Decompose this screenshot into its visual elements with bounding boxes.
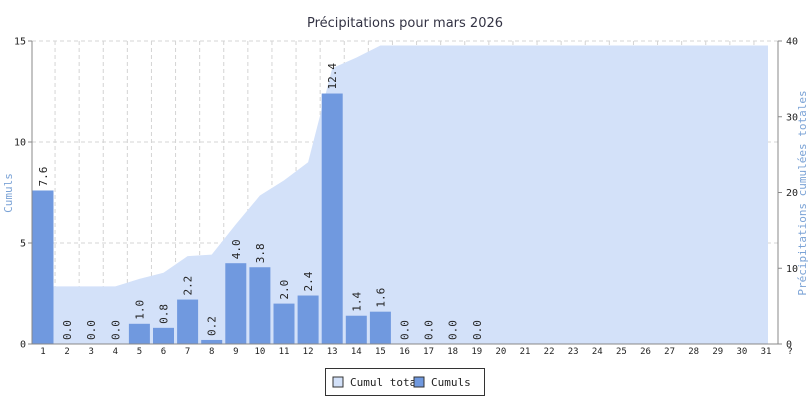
chart-title: Précipitations pour mars 2026 bbox=[307, 16, 503, 31]
x-tick-label: 17 bbox=[423, 347, 434, 357]
x-tick-label: ? bbox=[787, 347, 792, 357]
legend-label: Cumuls bbox=[431, 376, 471, 389]
x-tick-label: 10 bbox=[254, 347, 265, 357]
cumulative-area bbox=[32, 45, 768, 345]
y-tick-label: 15 bbox=[14, 37, 26, 48]
y2-tick-label: 0 bbox=[786, 340, 792, 351]
x-tick-label: 26 bbox=[640, 347, 651, 357]
value-label: 7.6 bbox=[37, 167, 50, 187]
bar bbox=[201, 339, 223, 344]
x-tick-label: 27 bbox=[664, 347, 675, 357]
value-label: 1.6 bbox=[374, 288, 387, 308]
y2-tick-label: 40 bbox=[786, 37, 798, 48]
x-tick-label: 5 bbox=[137, 347, 142, 357]
value-label: 2.4 bbox=[302, 271, 315, 291]
bar bbox=[249, 267, 271, 344]
x-tick-label: 6 bbox=[161, 347, 166, 357]
bar bbox=[225, 263, 247, 344]
value-label: 1.0 bbox=[133, 300, 146, 320]
x-tick-label: 30 bbox=[736, 347, 747, 357]
x-tick-label: 25 bbox=[616, 347, 627, 357]
x-tick-label: 13 bbox=[327, 347, 338, 357]
x-tick-label: 12 bbox=[303, 347, 314, 357]
legend-swatch bbox=[332, 376, 344, 388]
bar bbox=[153, 327, 174, 344]
value-label: 4.0 bbox=[230, 239, 243, 259]
y-axis-label: Cumuls bbox=[2, 173, 15, 213]
x-tick-label: 1 bbox=[40, 347, 45, 357]
value-label: 0.0 bbox=[471, 320, 484, 340]
x-tick-label: 7 bbox=[185, 347, 190, 357]
x-tick-label: 8 bbox=[209, 347, 214, 357]
value-label: 0.2 bbox=[206, 316, 219, 336]
x-tick-label: 18 bbox=[447, 347, 458, 357]
value-label: 0.0 bbox=[447, 320, 460, 340]
x-tick-label: 4 bbox=[113, 347, 118, 357]
x-tick-label: 9 bbox=[233, 347, 238, 357]
bar bbox=[273, 303, 295, 344]
bar bbox=[177, 299, 199, 344]
value-label: 0.0 bbox=[85, 320, 98, 340]
x-tick-label: 22 bbox=[544, 347, 555, 357]
y2-tick-label: 10 bbox=[786, 264, 798, 275]
x-tick-label: 16 bbox=[399, 347, 410, 357]
bar bbox=[321, 93, 343, 345]
x-tick-label: 11 bbox=[279, 347, 290, 357]
value-label: 2.2 bbox=[182, 276, 195, 296]
bar bbox=[297, 295, 319, 344]
value-label: 12.4 bbox=[326, 63, 339, 90]
x-tick-label: 23 bbox=[568, 347, 579, 357]
x-tick-label: 21 bbox=[520, 347, 531, 357]
x-tick-label: 19 bbox=[471, 347, 482, 357]
x-tick-label: 24 bbox=[592, 347, 603, 357]
x-tick-label: 3 bbox=[88, 347, 93, 357]
bar bbox=[32, 190, 54, 344]
x-tick-label: 15 bbox=[375, 347, 386, 357]
value-label: 0.0 bbox=[109, 320, 122, 340]
value-label: 1.4 bbox=[350, 291, 363, 311]
legend-swatch bbox=[413, 376, 425, 388]
legend-label: Cumul total bbox=[350, 376, 423, 389]
y-tick-label: 5 bbox=[20, 239, 26, 250]
x-tick-label: 14 bbox=[351, 347, 362, 357]
y2-tick-label: 20 bbox=[786, 188, 798, 199]
value-label: 3.8 bbox=[254, 243, 267, 263]
y2-axis-label: Précipitations cumulées totales bbox=[796, 90, 809, 295]
value-label: 2.0 bbox=[278, 280, 291, 300]
y-tick-label: 10 bbox=[14, 138, 26, 149]
y-tick-label: 0 bbox=[20, 340, 26, 351]
x-tick-label: 31 bbox=[761, 347, 772, 357]
y2-tick-label: 30 bbox=[786, 112, 798, 123]
x-tick-label: 20 bbox=[495, 347, 506, 357]
x-tick-label: 2 bbox=[64, 347, 69, 357]
x-tick-label: 28 bbox=[688, 347, 699, 357]
value-label: 0.0 bbox=[61, 320, 74, 340]
bar bbox=[345, 315, 367, 344]
value-label: 0.0 bbox=[423, 320, 436, 340]
x-tick-label: 29 bbox=[712, 347, 723, 357]
legend-box bbox=[325, 368, 485, 396]
bar bbox=[128, 323, 150, 344]
value-label: 0.8 bbox=[158, 304, 171, 324]
bar bbox=[369, 311, 391, 344]
value-label: 0.0 bbox=[399, 320, 412, 340]
